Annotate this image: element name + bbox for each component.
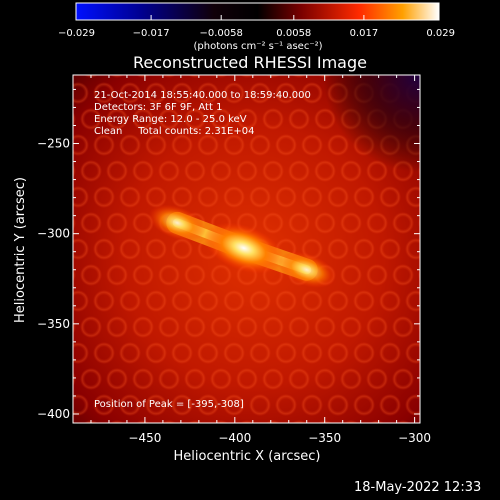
residual-ring	[418, 56, 440, 78]
colorbar-unit-label: (photons cm⁻² s⁻¹ asec⁻²)	[193, 41, 322, 52]
colorbar-tick-label: −0.017	[133, 28, 170, 39]
colorbar-tick-label: −0.029	[58, 28, 95, 39]
residual-ring	[431, 186, 453, 208]
y-tick-label: −400	[37, 407, 70, 421]
peak-source	[203, 222, 284, 274]
x-axis-label: Heliocentric X (arcsec)	[174, 449, 321, 464]
residual-ring	[431, 394, 453, 416]
y-axis-label: Heliocentric Y (arcsec)	[13, 177, 28, 323]
colorbar	[75, 2, 440, 21]
observation-annotations: 21-Oct-2014 18:55:40.000 to 18:59:40.000…	[94, 90, 311, 137]
colorbar-ticks: −0.029 −0.017 −0.0058 0.0058 0.017 0.029	[58, 15, 455, 39]
residual-ring	[431, 290, 453, 312]
heatmap-image	[73, 56, 453, 423]
residual-ring	[431, 238, 453, 260]
x-axis: −450 −400 −350 −300	[72, 75, 431, 445]
sources-layer	[148, 204, 336, 288]
colorbar-tick-label: 0.0058	[276, 28, 311, 39]
residual-ring	[418, 164, 420, 178]
residual-ring	[418, 372, 420, 386]
residual-ring	[418, 320, 420, 334]
x-tick-label: −350	[308, 431, 341, 445]
residual-ring	[418, 268, 420, 282]
x-tick-label: −300	[398, 431, 431, 445]
residual-ring	[418, 216, 420, 230]
colorbar-tick-label: 0.017	[350, 28, 379, 39]
x-tick-label: −450	[128, 431, 161, 445]
y-axis: −400 −350 −300 −250	[37, 88, 420, 421]
y-tick-label: −300	[37, 227, 70, 241]
annotation-time-range: 21-Oct-2014 18:55:40.000 to 18:59:40.000	[94, 90, 311, 101]
peak-position-label: Position of Peak = [-395,-308]	[94, 399, 244, 410]
render-timestamp: 18-May-2022 12:33	[354, 480, 482, 495]
chart-title: Reconstructed RHESSI Image	[133, 53, 367, 72]
y-tick-label: −350	[37, 317, 70, 331]
x-tick-label: −400	[218, 431, 251, 445]
residual-ring	[431, 342, 453, 364]
y-tick-label: −250	[37, 137, 70, 151]
residual-ring	[431, 134, 453, 156]
colorbar-tick-label: −0.0058	[200, 28, 243, 39]
colorbar-tick-label: 0.029	[426, 28, 455, 39]
plot-frame	[72, 74, 421, 424]
annotation-energy-range: Energy Range: 12.0 - 25.0 keV	[94, 114, 247, 125]
secondary-source	[278, 251, 336, 288]
residual-ring	[418, 112, 420, 126]
annotation-detectors: Detectors: 3F 6F 9F, Att 1	[94, 102, 222, 113]
secondary-source	[148, 204, 206, 242]
annotation-algorithm-counts: Clean Total counts: 2.31E+04	[94, 126, 254, 137]
residual-ring	[431, 82, 453, 104]
